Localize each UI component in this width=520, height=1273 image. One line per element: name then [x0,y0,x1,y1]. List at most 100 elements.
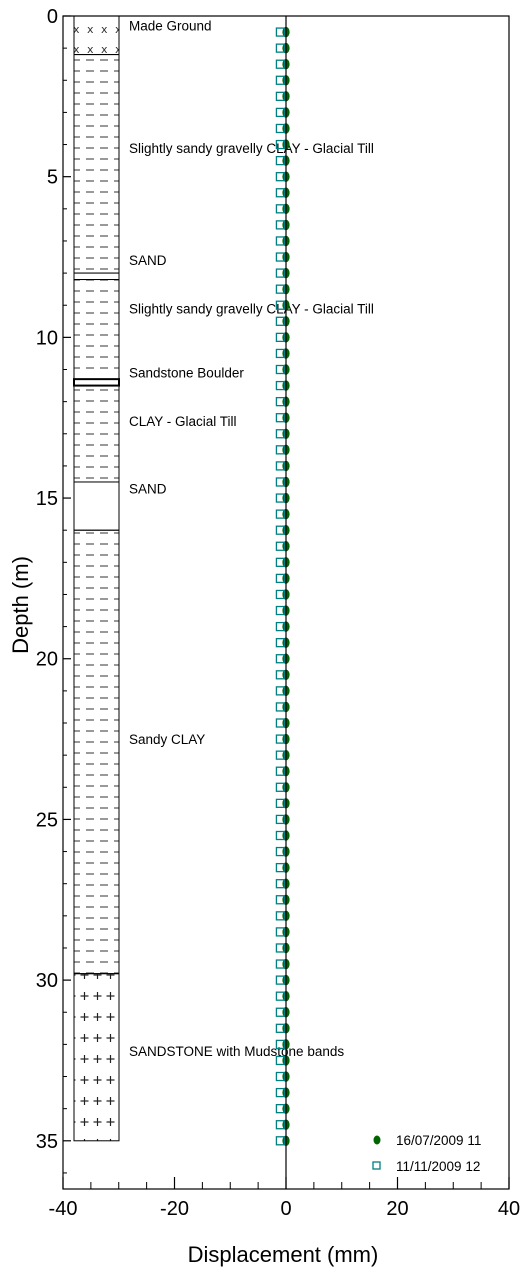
y-axis-title: Depth (m) [8,556,33,654]
series-1-point [275,461,286,471]
series-1-point [275,830,286,841]
series-1-point [275,573,286,584]
series-1-point [275,541,286,551]
series-1-point [275,911,286,921]
borehole-log [73,15,120,1142]
series-1-point [275,445,286,455]
stratum-8 [73,973,120,1142]
series-1-point [275,1136,286,1146]
series-1-point [275,172,286,182]
series-1-point [275,477,286,487]
y-tick-label-4: 20 [36,649,58,671]
series-1-point [275,220,286,230]
series-1-point [275,750,286,760]
series-1-point [275,589,286,600]
stratum-label-8: SANDSTONE with Mudstone bands [129,1044,344,1059]
stratum-1 [73,54,120,274]
axes: 0 5 10 15 20 25 30 35 -40 -20 0 20 40 [36,6,520,1220]
y-tick-label-5: 25 [36,809,58,831]
series-1-point [275,814,286,825]
series-1-point [275,862,286,873]
series-1-point [275,1023,286,1033]
series-1-point [275,943,286,953]
series-1-point [275,557,286,567]
series-1-point [275,927,286,937]
stratum-label-4: Sandstone Boulder [129,366,244,381]
stratum-4 [73,378,120,387]
x-axis-title: Displacement (mm) [188,1242,379,1267]
series-1-point [275,429,286,439]
series-1-point [275,766,286,776]
series-1-point [275,975,286,985]
stratum-5 [73,385,120,483]
stratum-label-6: SAND [129,481,167,496]
series-1-point [275,991,286,1001]
x-tick-label-2: 0 [280,1198,291,1220]
series-1-point [275,1039,286,1050]
stratum-2 [73,272,120,281]
x-tick-label-1: -20 [160,1198,189,1220]
stratum-6 [73,481,120,531]
legend-label-1: 11/11/2009 12 [396,1159,480,1174]
series-1-point [275,59,286,69]
series-1-point [275,123,286,134]
stratum-label-5: CLAY - Glacial Till [129,414,237,429]
series-1-point [275,1071,286,1082]
series-1-point [275,204,286,214]
series-1-point [275,879,286,889]
series-1-point [275,621,286,632]
series-1-point [275,702,286,712]
series-1-point [275,91,286,101]
series-1-point [275,43,286,53]
series-1-point [275,1120,286,1130]
legend: 16/07/2009 11 11/11/2009 12 [372,1133,481,1174]
stratum-label-7: Sandy CLAY [129,732,205,747]
series-1-point [275,1055,286,1066]
series-1-point [275,316,286,326]
series-1-point [275,284,286,294]
y-tick-label-7: 35 [36,1131,58,1153]
stratum-7 [73,529,120,975]
series-1-point [275,380,286,391]
series-1-point [275,155,286,166]
x-tick-label-0: -40 [49,1198,78,1220]
series-1-point [275,188,286,198]
series-1-point [275,364,286,375]
series-1-point [275,236,286,246]
x-tick-label-3: 20 [386,1198,408,1220]
series-1-point [275,493,286,503]
stratum-label-2: SAND [129,253,167,268]
series-1-point [275,509,286,519]
series-1-point [275,959,286,969]
series-1-point [275,139,286,150]
series-1-point [275,300,286,310]
series-1-point [275,638,286,648]
series-1-point [275,605,286,616]
series-1-point [275,1104,286,1114]
series-1-point [275,332,286,343]
series-1-point [275,798,286,809]
series-1-point [275,654,286,664]
y-tick-label-0: 0 [47,6,58,28]
stratum-label-3: Slightly sandy gravelly CLAY - Glacial T… [129,301,374,316]
series-1-point [275,252,286,262]
stratum-3 [73,279,120,380]
stratum-label-1: Slightly sandy gravelly CLAY - Glacial T… [129,141,374,156]
series-1-point [275,1087,286,1098]
series-1-point [275,27,286,37]
series-1-point [275,268,286,278]
series-1-point [275,846,286,857]
series-1-point [275,413,286,423]
series-1-point [275,75,286,85]
y-tick-label-2: 10 [36,327,58,349]
series-1-point [275,348,286,359]
series-1-point [275,1007,286,1017]
y-tick-label-6: 30 [36,970,58,992]
series-1-point [275,107,286,118]
legend-marker-0 [373,1135,381,1145]
series-1-point [275,734,286,744]
stratum-label-0: Made Ground [129,19,212,34]
legend-label-0: 16/07/2009 11 [396,1133,481,1148]
x-tick-label-4: 40 [498,1198,520,1220]
